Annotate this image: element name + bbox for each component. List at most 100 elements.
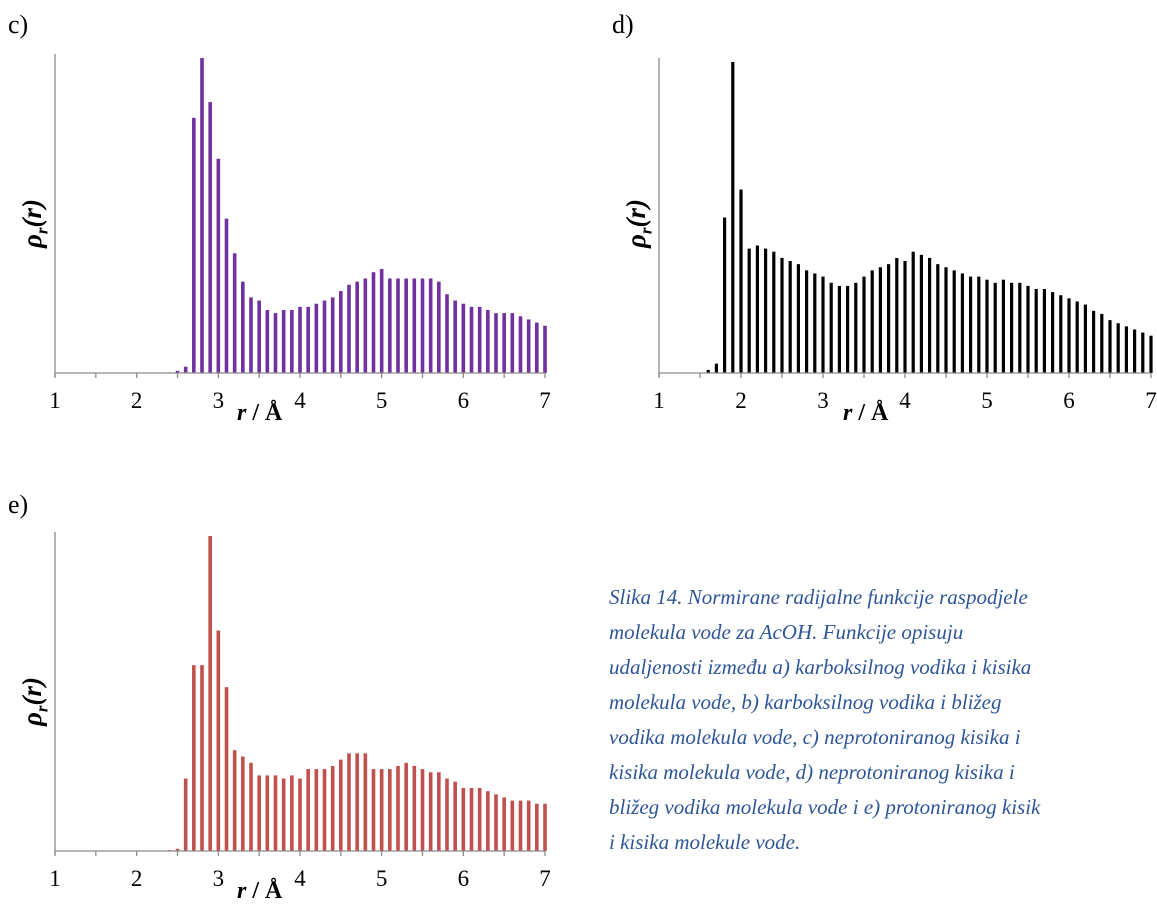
bar (379, 269, 384, 373)
x-tick-label: 6 (458, 388, 470, 413)
x-tick-label: 4 (899, 388, 911, 413)
x-axis-label: r / Å (237, 878, 283, 904)
bar (249, 297, 253, 373)
bar (290, 310, 294, 373)
x-tick-label: 6 (1063, 388, 1075, 413)
x-tick-label: 2 (131, 388, 143, 413)
bar (944, 267, 948, 373)
bar (780, 257, 784, 373)
x-tick-label: 7 (1145, 388, 1157, 413)
x-tick-label: 3 (213, 388, 225, 413)
bar (322, 769, 327, 851)
bar (290, 775, 294, 851)
bar (339, 759, 343, 851)
bar (526, 800, 531, 851)
y-axis-label: ρr(r) (621, 198, 656, 248)
x-tick-label: 1 (653, 388, 665, 413)
bar (1075, 301, 1079, 373)
bar (952, 270, 956, 373)
bar (363, 278, 368, 373)
bar (854, 282, 858, 373)
bar (420, 278, 425, 373)
bar (437, 772, 441, 851)
bar (723, 217, 727, 373)
bar (805, 270, 809, 373)
x-tick-label: 2 (735, 388, 747, 413)
bar (1010, 282, 1014, 373)
bar (543, 803, 547, 851)
bar (919, 254, 923, 373)
bar (322, 300, 327, 373)
bar (314, 303, 319, 373)
bar (714, 363, 718, 373)
bar (330, 765, 335, 851)
bar (183, 778, 188, 851)
bar (347, 284, 351, 373)
x-tick-label: 1 (49, 388, 61, 413)
bar (453, 300, 457, 373)
bar (265, 775, 270, 851)
bar (232, 750, 237, 851)
bar (788, 261, 792, 373)
bar (878, 267, 882, 373)
bar (355, 281, 359, 373)
bar (192, 665, 196, 851)
bar (755, 245, 759, 373)
bar (428, 278, 433, 373)
panel-label: e) (8, 490, 29, 519)
bar (1116, 323, 1120, 373)
bar (469, 306, 474, 373)
bar (437, 281, 441, 373)
bar (518, 800, 523, 851)
bar (502, 797, 506, 851)
bar (764, 248, 768, 373)
bar (306, 306, 310, 373)
bar (388, 769, 392, 851)
bar (208, 102, 212, 373)
bar (518, 316, 523, 373)
bar (298, 778, 302, 851)
x-tick-label: 2 (131, 866, 143, 891)
bar (821, 276, 825, 373)
x-tick-label: 6 (458, 866, 470, 891)
x-tick-label: 5 (981, 388, 993, 413)
x-tick-label: 4 (294, 388, 306, 413)
x-tick-label: 4 (294, 866, 306, 891)
bar (895, 257, 899, 373)
bar (175, 848, 180, 851)
bar (510, 800, 515, 851)
bar (1018, 282, 1022, 373)
bar (257, 775, 261, 851)
caption-line: bližeg vodika molekula vode i e) protoni… (609, 795, 1041, 819)
bar (216, 158, 221, 373)
x-tick-label: 5 (376, 388, 388, 413)
bar (1001, 279, 1005, 373)
bar (928, 257, 932, 373)
panel-label: d) (612, 10, 634, 39)
x-tick-label: 3 (817, 388, 829, 413)
bar (903, 261, 907, 373)
bar (1100, 313, 1104, 373)
bar (216, 630, 221, 851)
bar (314, 769, 319, 851)
bar (183, 366, 188, 373)
x-tick-label: 1 (49, 866, 61, 891)
chart-d: 1 2 3 4 5 6 7 (653, 58, 1157, 413)
bar (969, 276, 973, 373)
caption-line: kisika molekula vode, d) neprotoniranog … (609, 760, 1015, 784)
chart-c: 1 2 3 4 5 6 7 (49, 54, 551, 413)
bar (420, 769, 425, 851)
bar (960, 273, 964, 373)
bar (1067, 298, 1071, 373)
bar (502, 313, 506, 373)
bar (1149, 335, 1153, 373)
bar (510, 313, 515, 373)
bar (837, 285, 841, 373)
caption-line: udaljenosti između a) karboksilnog vodik… (609, 655, 1032, 679)
bar (175, 370, 180, 373)
bar (281, 310, 286, 373)
bar (977, 276, 981, 373)
bar (543, 325, 547, 373)
bar (265, 310, 270, 373)
bar (273, 313, 278, 373)
